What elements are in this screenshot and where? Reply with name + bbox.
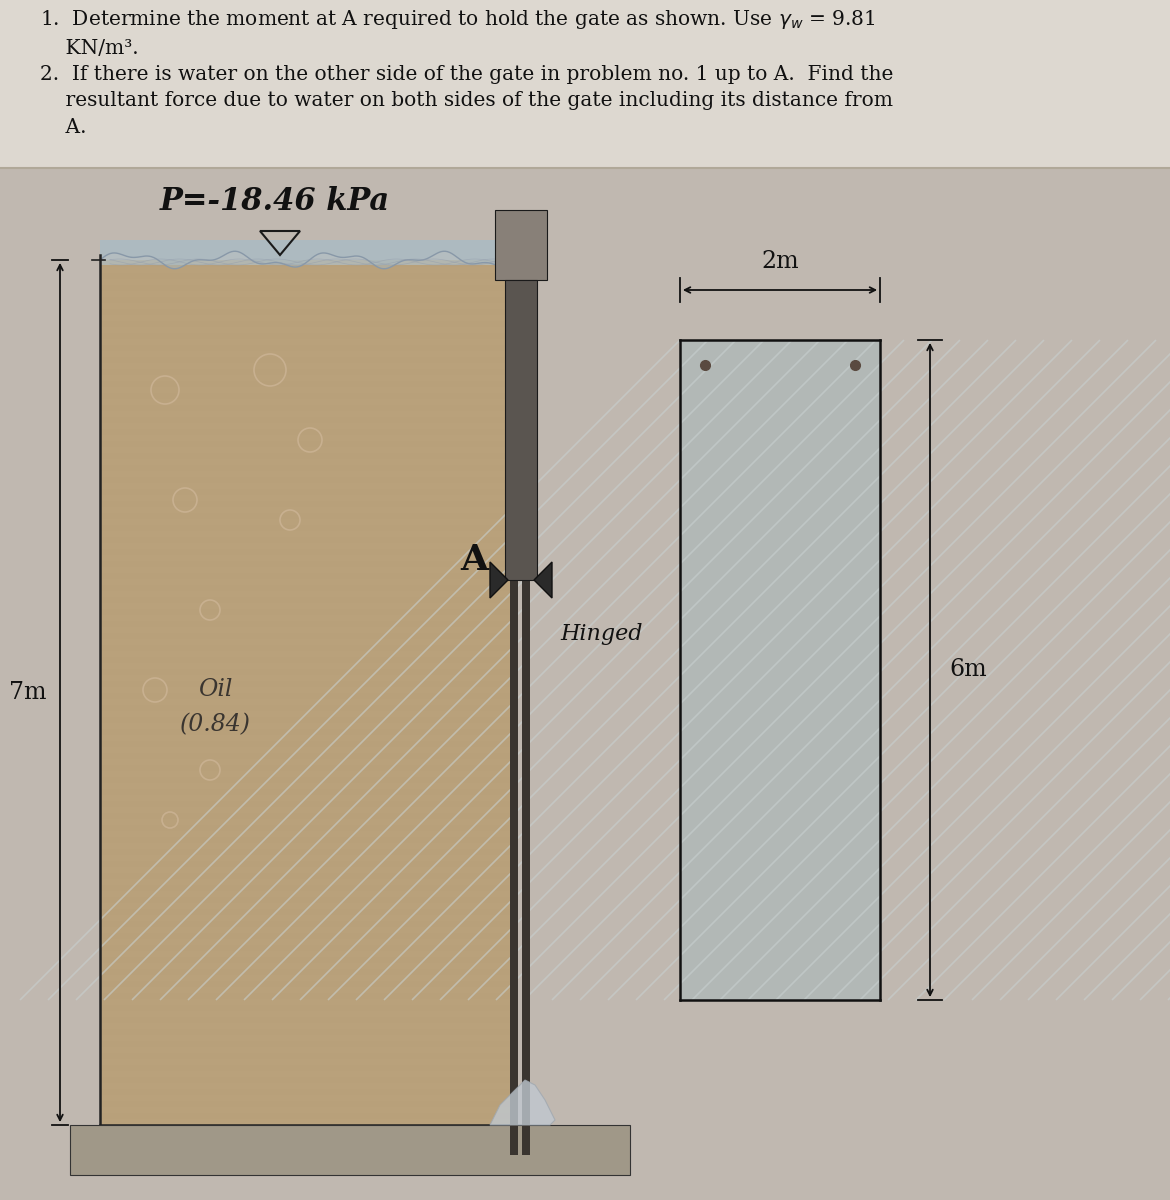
Bar xyxy=(99,302,510,308)
Bar xyxy=(99,554,510,560)
Bar xyxy=(99,830,510,838)
Bar xyxy=(99,926,510,934)
Bar xyxy=(505,280,537,580)
Bar xyxy=(99,470,510,476)
Text: A: A xyxy=(460,542,488,577)
Polygon shape xyxy=(490,1080,555,1126)
Bar xyxy=(99,1034,510,1040)
Text: 7m: 7m xyxy=(9,680,47,704)
Bar xyxy=(99,518,510,526)
Bar xyxy=(99,866,510,874)
Bar xyxy=(99,506,510,514)
Bar xyxy=(99,998,510,1006)
Bar xyxy=(99,398,510,404)
Bar xyxy=(99,240,510,265)
Bar xyxy=(99,362,510,370)
Bar xyxy=(70,1126,629,1175)
Bar xyxy=(99,1046,510,1054)
Bar xyxy=(99,854,510,862)
Bar xyxy=(99,338,510,346)
Bar xyxy=(0,0,1170,168)
Bar xyxy=(99,578,510,584)
Bar xyxy=(99,530,510,538)
Bar xyxy=(99,566,510,572)
Polygon shape xyxy=(490,562,508,598)
Bar xyxy=(0,168,1170,1200)
Bar xyxy=(99,1106,510,1114)
Bar xyxy=(99,638,510,646)
Bar xyxy=(99,686,510,692)
Bar xyxy=(99,782,510,790)
Bar xyxy=(99,410,510,416)
Bar xyxy=(99,650,510,658)
Bar xyxy=(99,674,510,680)
Bar xyxy=(99,1010,510,1018)
Text: (0.84): (0.84) xyxy=(179,714,250,737)
Bar xyxy=(99,758,510,766)
Polygon shape xyxy=(534,562,552,598)
Bar xyxy=(99,902,510,910)
Text: 1.  Determine the moment at A required to hold the gate as shown. Use $\gamma_w$: 1. Determine the moment at A required to… xyxy=(40,8,894,137)
Bar xyxy=(99,590,510,596)
Bar xyxy=(99,794,510,802)
Bar xyxy=(99,1082,510,1090)
Bar xyxy=(99,374,510,382)
Bar xyxy=(99,350,510,358)
Bar xyxy=(99,458,510,464)
Bar xyxy=(99,722,510,728)
Bar xyxy=(99,938,510,946)
Bar xyxy=(99,446,510,452)
Bar xyxy=(99,1118,510,1126)
Bar xyxy=(99,914,510,922)
Bar xyxy=(99,266,510,272)
Bar xyxy=(99,278,510,284)
Bar xyxy=(99,770,510,778)
Bar xyxy=(495,210,548,280)
Bar xyxy=(99,434,510,440)
Bar xyxy=(99,386,510,392)
Bar xyxy=(99,314,510,320)
Bar xyxy=(99,542,510,550)
Bar xyxy=(99,806,510,814)
Bar xyxy=(680,340,880,1000)
Bar xyxy=(99,1022,510,1028)
Text: 6m: 6m xyxy=(949,659,986,682)
Bar xyxy=(99,974,510,982)
Bar xyxy=(99,746,510,754)
Bar xyxy=(99,626,510,634)
Bar xyxy=(99,326,510,332)
Bar xyxy=(99,698,510,704)
Bar xyxy=(99,422,510,428)
Bar xyxy=(510,550,518,1154)
Bar xyxy=(522,550,530,1154)
Bar xyxy=(99,710,510,716)
Bar xyxy=(99,1070,510,1078)
Bar xyxy=(99,662,510,670)
Bar xyxy=(99,734,510,740)
Bar xyxy=(99,602,510,608)
Bar xyxy=(99,878,510,886)
Bar xyxy=(99,1094,510,1102)
Bar xyxy=(99,986,510,994)
Bar xyxy=(99,890,510,898)
Bar xyxy=(99,950,510,958)
Bar xyxy=(99,842,510,850)
Text: 2m: 2m xyxy=(762,251,799,274)
Text: Hinged: Hinged xyxy=(560,623,642,646)
Bar xyxy=(99,254,510,260)
Bar xyxy=(99,818,510,826)
Bar xyxy=(99,494,510,502)
Bar xyxy=(99,260,510,1126)
Text: P=-18.46 kPa: P=-18.46 kPa xyxy=(160,186,390,217)
Bar xyxy=(99,482,510,490)
Bar xyxy=(99,1058,510,1066)
Text: Oil: Oil xyxy=(198,678,232,702)
Bar xyxy=(99,290,510,296)
Bar xyxy=(99,962,510,970)
Bar xyxy=(99,614,510,622)
